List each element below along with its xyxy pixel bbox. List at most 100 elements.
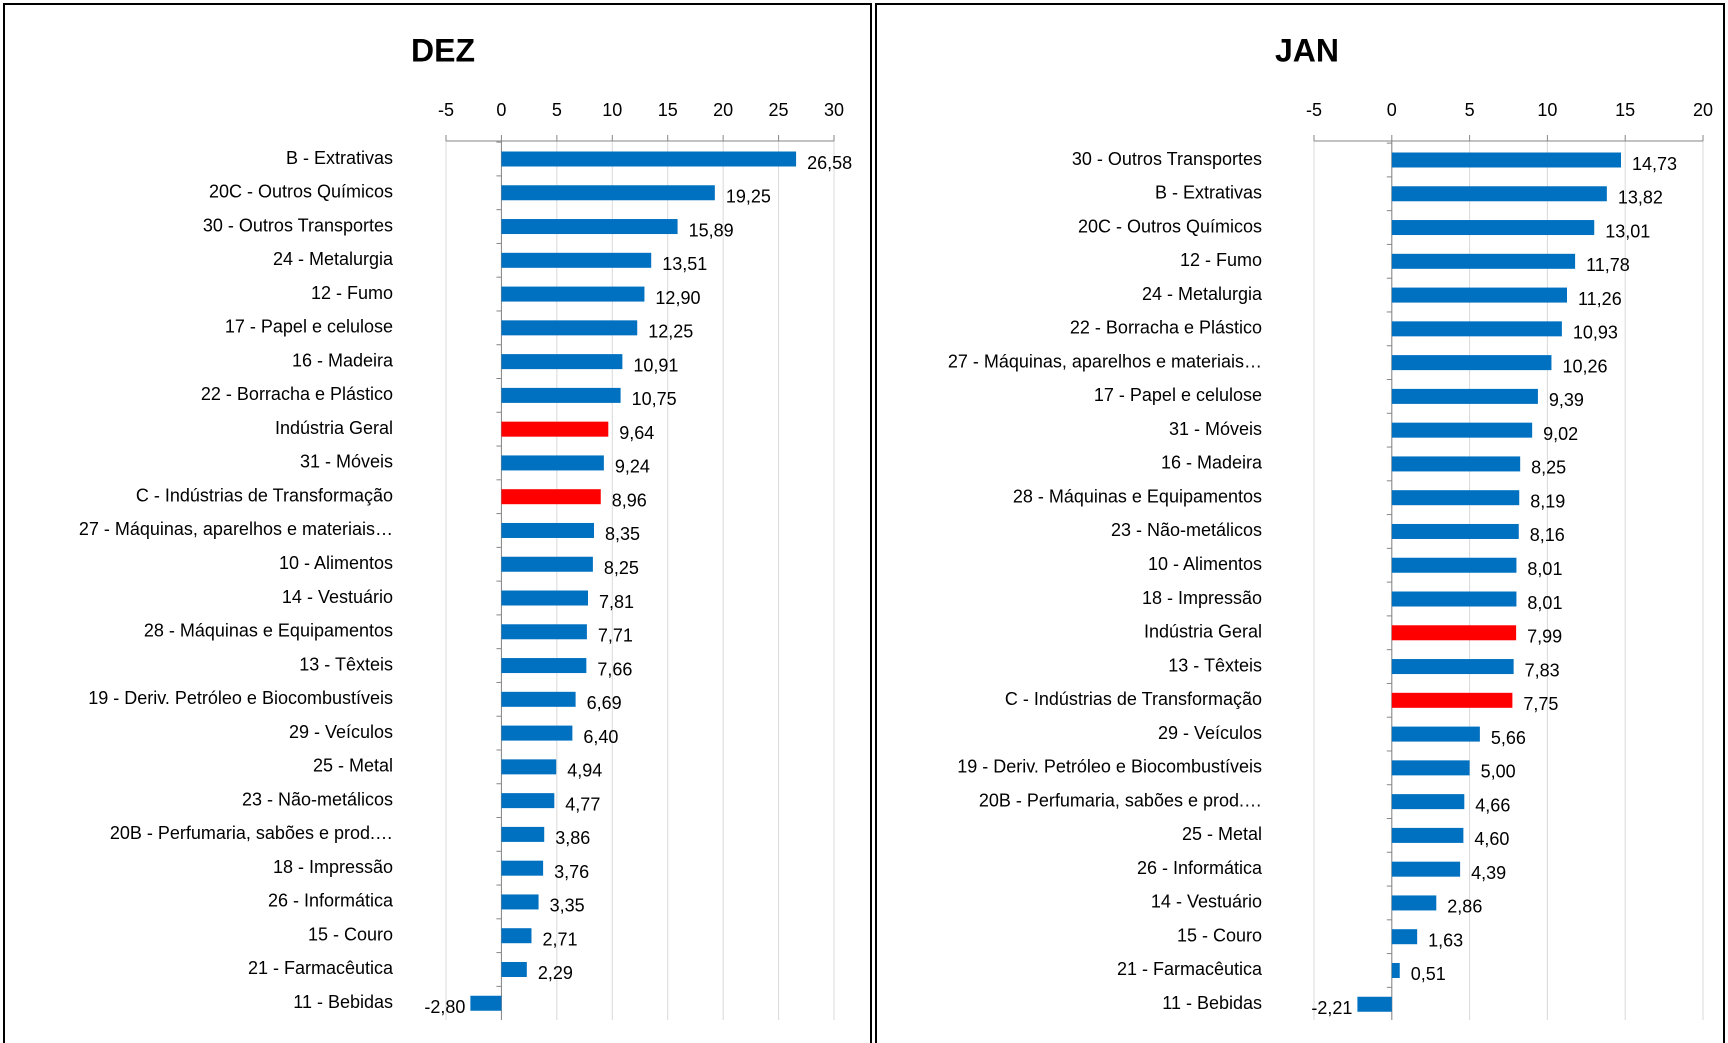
value-label: 8,19 bbox=[1530, 491, 1565, 511]
category-label: 10 - Alimentos bbox=[279, 553, 393, 573]
value-label: 9,39 bbox=[1549, 390, 1584, 410]
bar bbox=[470, 995, 502, 1011]
category-label: 24 - Metalurgia bbox=[273, 249, 394, 269]
value-label: 7,71 bbox=[598, 626, 633, 646]
value-label: 12,25 bbox=[648, 322, 693, 342]
value-label: 2,86 bbox=[1447, 897, 1482, 917]
value-label: 14,73 bbox=[1632, 154, 1677, 174]
category-label: 20C - Outros Químicos bbox=[1078, 216, 1262, 236]
category-label: 14 - Vestuário bbox=[1151, 892, 1262, 912]
bar bbox=[501, 320, 638, 336]
category-label: 27 - Máquinas, aparelhos e materiais… bbox=[948, 351, 1262, 371]
category-label: 29 - Veículos bbox=[1158, 723, 1262, 743]
bar bbox=[501, 894, 539, 910]
x-tick-label: 5 bbox=[552, 100, 562, 120]
category-label: 24 - Metalurgia bbox=[1142, 284, 1263, 304]
value-label: 13,82 bbox=[1618, 188, 1663, 208]
bar bbox=[501, 455, 604, 471]
value-label: 8,25 bbox=[1531, 458, 1566, 478]
value-label: 7,99 bbox=[1527, 627, 1562, 647]
category-label: B - Extrativas bbox=[1155, 183, 1262, 203]
bar bbox=[1391, 726, 1480, 742]
category-label: 26 - Informática bbox=[1137, 858, 1263, 878]
category-label: 22 - Borracha e Plástico bbox=[201, 384, 393, 404]
value-label: 5,66 bbox=[1491, 728, 1526, 748]
bar bbox=[501, 219, 678, 235]
bar bbox=[501, 793, 555, 809]
category-label: 18 - Impressão bbox=[1142, 588, 1262, 608]
bar bbox=[501, 590, 589, 606]
value-label: 26,58 bbox=[807, 153, 852, 173]
category-label: 23 - Não-metálicos bbox=[1111, 520, 1262, 540]
value-label: 4,60 bbox=[1474, 829, 1509, 849]
bar bbox=[1391, 625, 1517, 641]
bar bbox=[1391, 152, 1621, 168]
category-label: Indústria Geral bbox=[1144, 622, 1262, 642]
value-label: -2,80 bbox=[424, 997, 465, 1017]
category-label: 31 - Móveis bbox=[300, 452, 393, 472]
value-label: 11,78 bbox=[1586, 255, 1630, 275]
bar bbox=[501, 151, 797, 167]
category-label: 29 - Veículos bbox=[289, 722, 393, 742]
value-label: 8,25 bbox=[604, 558, 639, 578]
value-label: 3,35 bbox=[550, 896, 585, 916]
category-label: 20B - Perfumaria, sabões e prod.… bbox=[979, 790, 1262, 810]
category-label: 17 - Papel e celulose bbox=[225, 317, 393, 337]
bar bbox=[1391, 523, 1519, 539]
category-label: 11 - Bebidas bbox=[293, 992, 393, 1012]
category-label: 25 - Metal bbox=[313, 756, 393, 776]
bar bbox=[501, 759, 557, 775]
bar bbox=[1391, 895, 1437, 911]
value-label: 8,16 bbox=[1530, 525, 1565, 545]
value-label: 4,94 bbox=[567, 761, 602, 781]
category-label: 13 - Têxteis bbox=[299, 654, 393, 674]
value-label: 4,66 bbox=[1475, 795, 1510, 815]
bar bbox=[1391, 827, 1464, 843]
category-label: 30 - Outros Transportes bbox=[203, 215, 393, 235]
bar bbox=[501, 286, 645, 302]
panel-border bbox=[875, 3, 1725, 1043]
x-tick-label: 10 bbox=[1537, 100, 1557, 120]
bar bbox=[1391, 456, 1521, 472]
category-label: 22 - Borracha e Plástico bbox=[1070, 318, 1262, 338]
bar bbox=[1391, 760, 1470, 776]
x-tick-label: -5 bbox=[438, 100, 454, 120]
value-label: 8,96 bbox=[612, 490, 647, 510]
value-label: 4,77 bbox=[565, 794, 600, 814]
value-label: 11,26 bbox=[1578, 289, 1622, 309]
value-label: 7,83 bbox=[1525, 660, 1560, 680]
chart-title: JAN bbox=[1275, 32, 1339, 68]
bar bbox=[1391, 422, 1533, 438]
bar bbox=[501, 658, 587, 674]
value-label: 15,89 bbox=[689, 220, 734, 240]
value-label: 7,81 bbox=[599, 592, 634, 612]
bar bbox=[1391, 861, 1461, 877]
category-label: 28 - Máquinas e Equipamentos bbox=[144, 621, 393, 641]
x-tick-label: 20 bbox=[713, 100, 733, 120]
category-label: 15 - Couro bbox=[308, 924, 393, 944]
category-label: 15 - Couro bbox=[1177, 925, 1262, 945]
category-label: 28 - Máquinas e Equipamentos bbox=[1013, 486, 1262, 506]
bar bbox=[1391, 287, 1568, 303]
category-label: 20C - Outros Químicos bbox=[209, 182, 393, 202]
category-label: 19 - Deriv. Petróleo e Biocombustíveis bbox=[88, 688, 393, 708]
bar bbox=[1391, 355, 1552, 371]
category-label: 12 - Fumo bbox=[311, 283, 393, 303]
panel-border bbox=[3, 3, 872, 1043]
bar bbox=[501, 826, 545, 842]
bar bbox=[501, 252, 652, 268]
category-label: 23 - Não-metálicos bbox=[242, 789, 393, 809]
bar bbox=[501, 961, 527, 977]
value-label: 7,75 bbox=[1523, 694, 1558, 714]
category-label: 26 - Informática bbox=[268, 891, 394, 911]
bar bbox=[501, 928, 532, 944]
category-label: 12 - Fumo bbox=[1180, 250, 1262, 270]
category-label: 20B - Perfumaria, sabões e prod.… bbox=[110, 823, 393, 843]
value-label: 12,90 bbox=[655, 288, 700, 308]
bar bbox=[501, 354, 623, 370]
bar bbox=[1391, 659, 1514, 675]
x-tick-label: 5 bbox=[1465, 100, 1475, 120]
x-tick-label: 10 bbox=[602, 100, 622, 120]
category-label: B - Extrativas bbox=[286, 148, 393, 168]
